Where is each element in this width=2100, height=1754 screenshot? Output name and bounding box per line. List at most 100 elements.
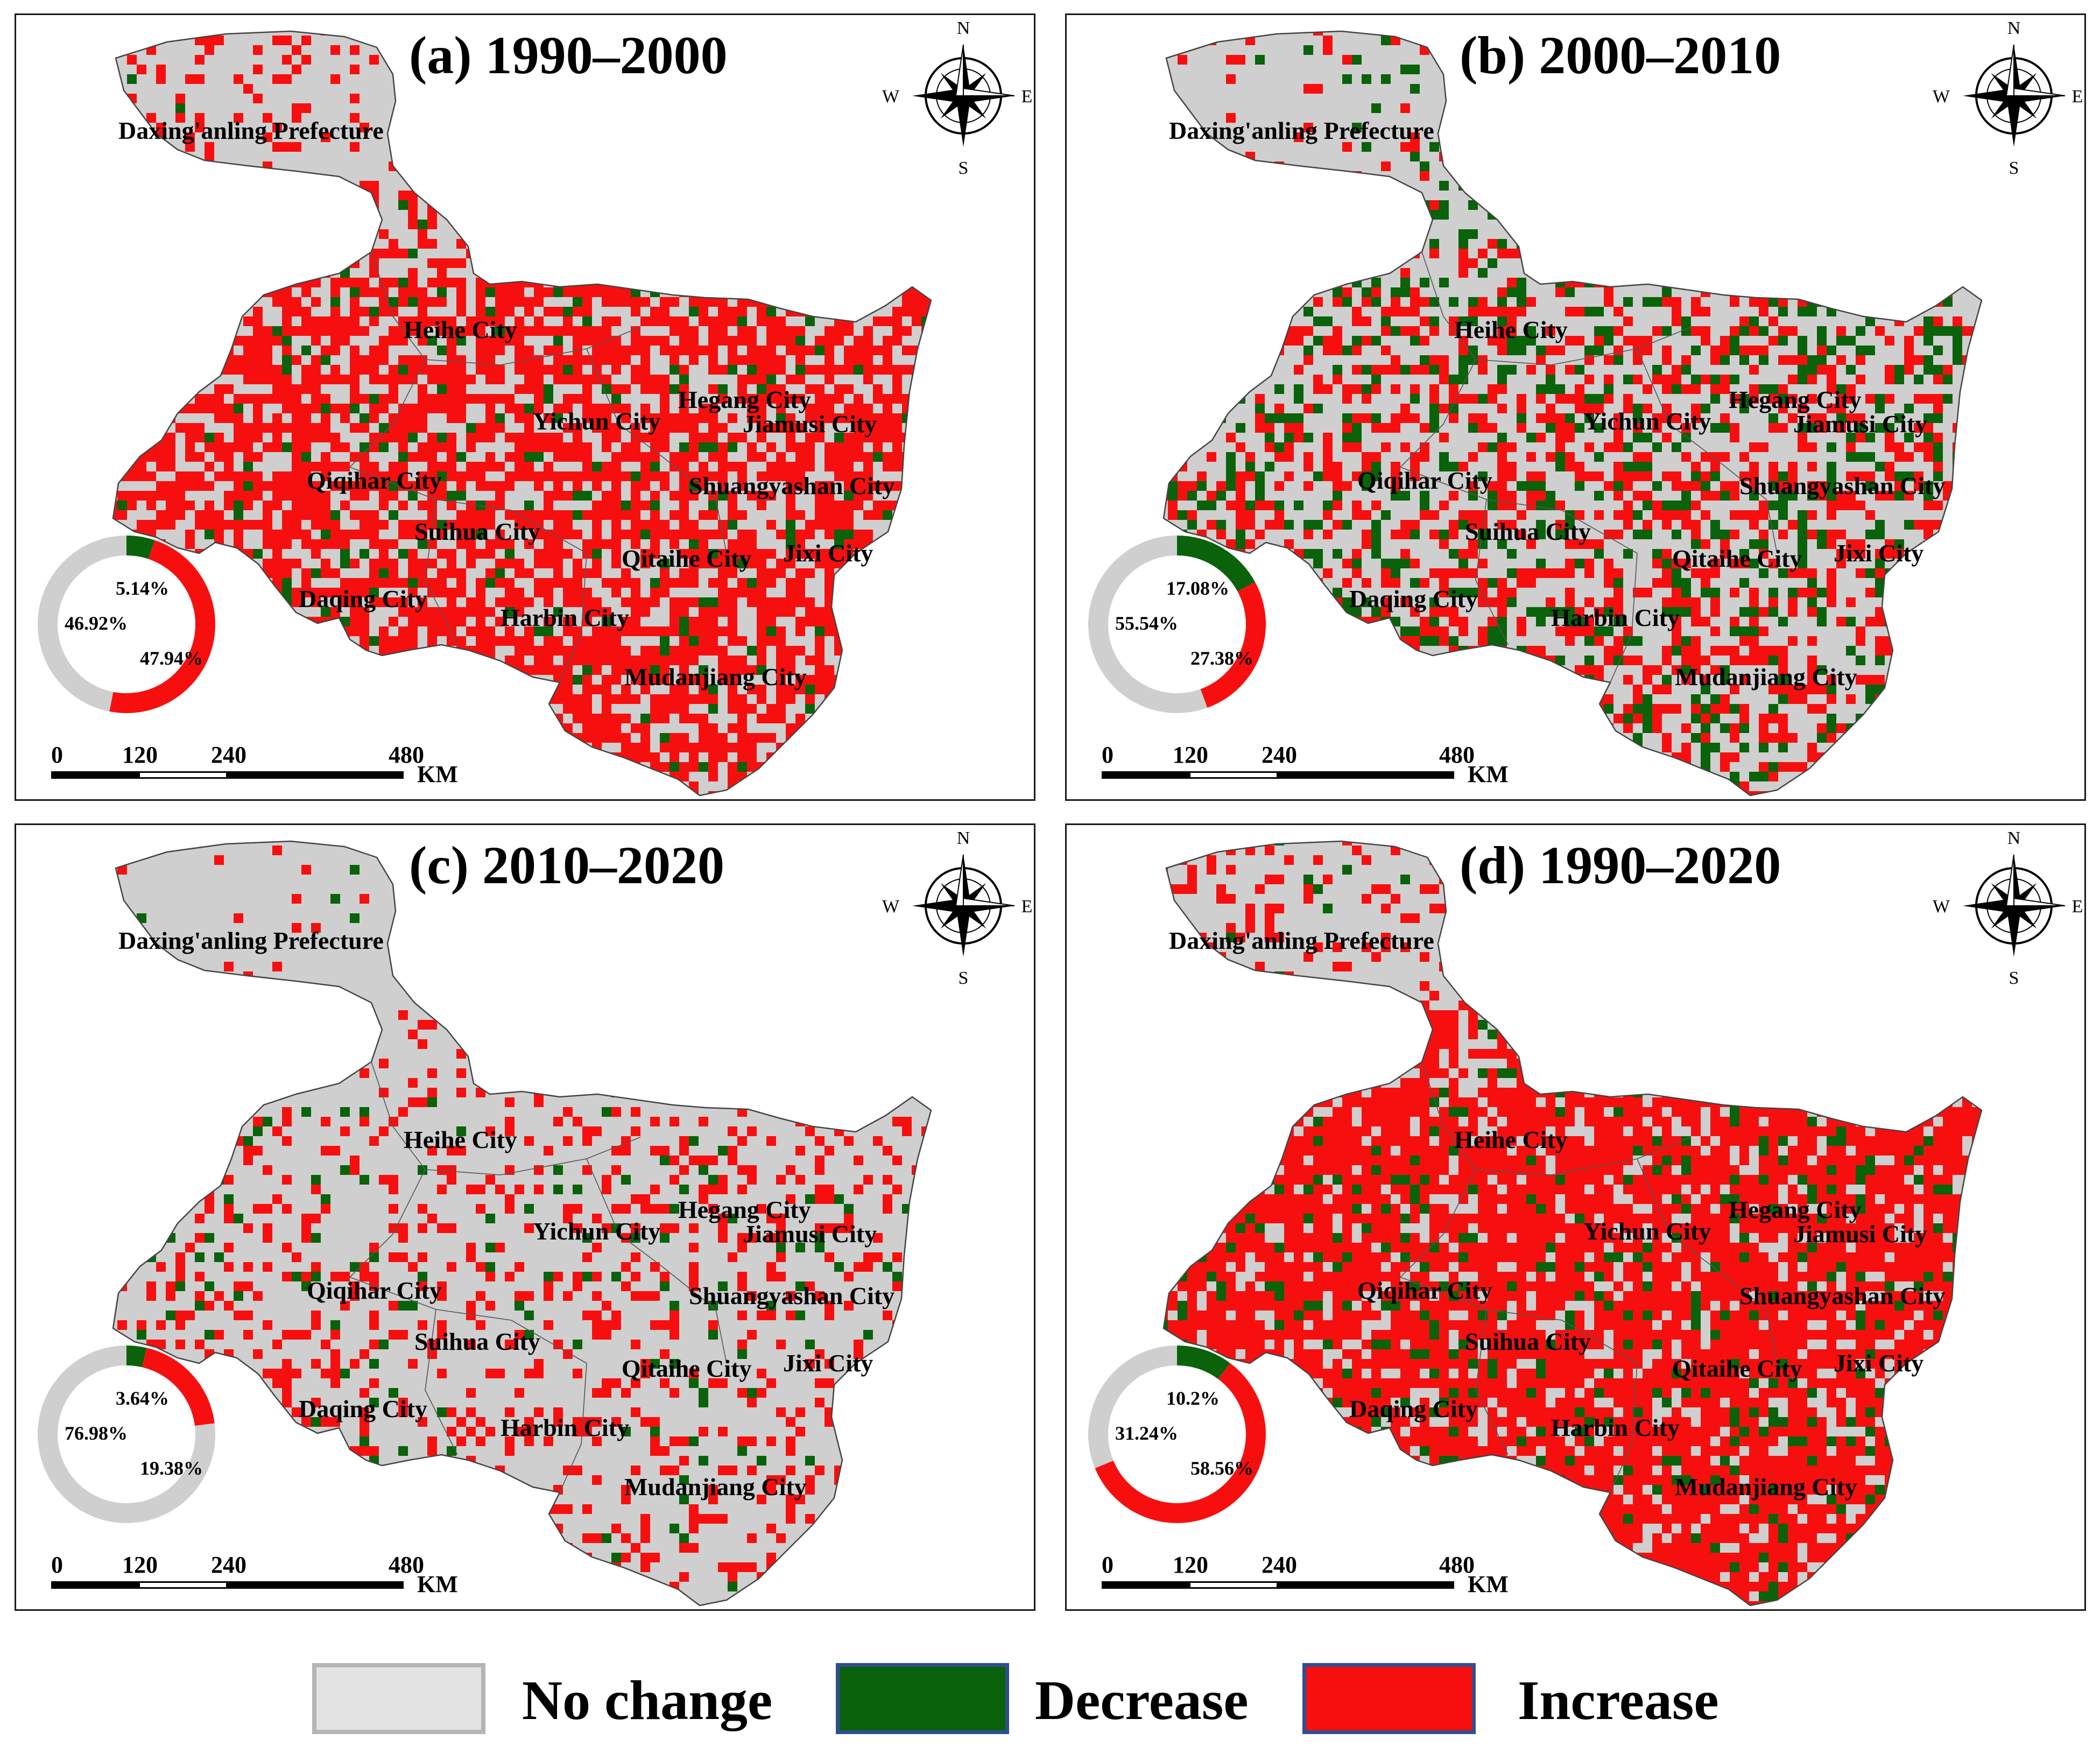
change-cell — [137, 239, 146, 249]
change-cell — [321, 433, 330, 442]
change-cell — [592, 404, 602, 413]
change-cell — [282, 694, 292, 704]
change-cell — [1846, 384, 1856, 394]
change-cell — [1255, 191, 1265, 200]
change-cell — [1274, 384, 1284, 394]
change-cell — [757, 384, 766, 394]
change-cell — [1778, 355, 1788, 365]
change-cell — [515, 326, 524, 336]
change-cell — [1807, 365, 1817, 375]
change-cell — [534, 220, 544, 229]
change-cell — [127, 191, 137, 200]
change-cell — [650, 646, 660, 656]
change-cell — [214, 181, 224, 191]
change-cell — [670, 384, 679, 394]
change-cell — [515, 94, 524, 103]
change-cell — [1313, 84, 1323, 94]
change-cell — [718, 471, 728, 481]
change-cell — [1507, 471, 1517, 481]
change-cell — [330, 723, 340, 733]
change-cell — [330, 278, 340, 287]
change-cell — [728, 685, 737, 694]
change-cell — [175, 336, 185, 346]
change-cell — [1846, 365, 1856, 375]
change-cell — [1265, 268, 1274, 278]
change-cell — [234, 365, 243, 375]
change-cell — [825, 394, 834, 404]
change-cell — [292, 481, 301, 491]
change-cell — [253, 200, 263, 210]
change-cell — [456, 675, 466, 685]
change-cell — [747, 781, 757, 791]
change-cell — [330, 239, 340, 249]
change-cell — [379, 394, 389, 404]
change-cell — [1662, 123, 1672, 132]
change-cell — [234, 791, 243, 795]
change-cell — [534, 326, 544, 336]
change-cell — [679, 530, 689, 539]
change-cell — [253, 714, 263, 723]
change-cell — [883, 413, 892, 423]
change-cell — [301, 471, 311, 481]
change-cell — [1546, 375, 1555, 384]
change-cell — [495, 772, 505, 781]
change-cell — [476, 433, 485, 442]
change-cell — [544, 791, 553, 795]
change-cell — [1933, 326, 1943, 336]
change-cell — [398, 520, 408, 530]
change-cell — [708, 723, 718, 733]
change-cell — [205, 665, 214, 675]
change-cell — [301, 743, 311, 752]
change-cell — [311, 626, 321, 636]
change-cell — [815, 278, 825, 287]
change-cell — [282, 636, 292, 646]
change-cell — [505, 704, 515, 714]
change-cell — [485, 501, 495, 510]
change-cell — [795, 597, 805, 607]
change-cell — [650, 307, 660, 316]
change-cell — [592, 123, 602, 132]
change-cell — [195, 510, 205, 520]
change-cell — [292, 491, 301, 501]
change-cell — [815, 772, 825, 781]
change-cell — [1333, 181, 1342, 191]
change-cell — [1662, 287, 1672, 297]
change-cell — [708, 752, 718, 762]
change-cell — [166, 297, 175, 307]
change-cell — [737, 384, 747, 394]
change-cell — [621, 132, 631, 142]
change-cell — [272, 481, 282, 491]
change-cell — [679, 171, 689, 181]
change-cell — [137, 31, 146, 36]
change-cell — [883, 626, 892, 636]
change-cell — [1788, 142, 1798, 152]
change-cell — [330, 375, 340, 384]
change-cell — [253, 578, 263, 588]
change-cell — [272, 278, 282, 287]
change-cell — [427, 375, 437, 384]
change-cell — [408, 220, 418, 229]
change-cell — [670, 607, 679, 617]
change-cell — [592, 665, 602, 675]
change-cell — [553, 530, 563, 539]
change-cell — [1701, 471, 1710, 481]
change-cell — [582, 200, 592, 210]
change-cell — [166, 704, 175, 714]
change-cell — [582, 287, 592, 297]
change-cell — [1594, 404, 1604, 413]
change-cell — [573, 772, 582, 781]
change-cell — [234, 336, 243, 346]
change-cell — [844, 501, 854, 510]
change-cell — [1342, 55, 1352, 65]
change-cell — [1933, 394, 1943, 404]
change-cell — [689, 297, 699, 307]
change-cell — [844, 781, 854, 791]
change-cell — [263, 559, 272, 568]
change-cell — [350, 762, 360, 772]
change-cell — [195, 714, 205, 723]
change-cell — [1798, 375, 1807, 384]
change-cell — [650, 452, 660, 462]
change-cell — [515, 752, 524, 762]
change-cell — [476, 762, 485, 772]
change-cell — [854, 200, 863, 210]
